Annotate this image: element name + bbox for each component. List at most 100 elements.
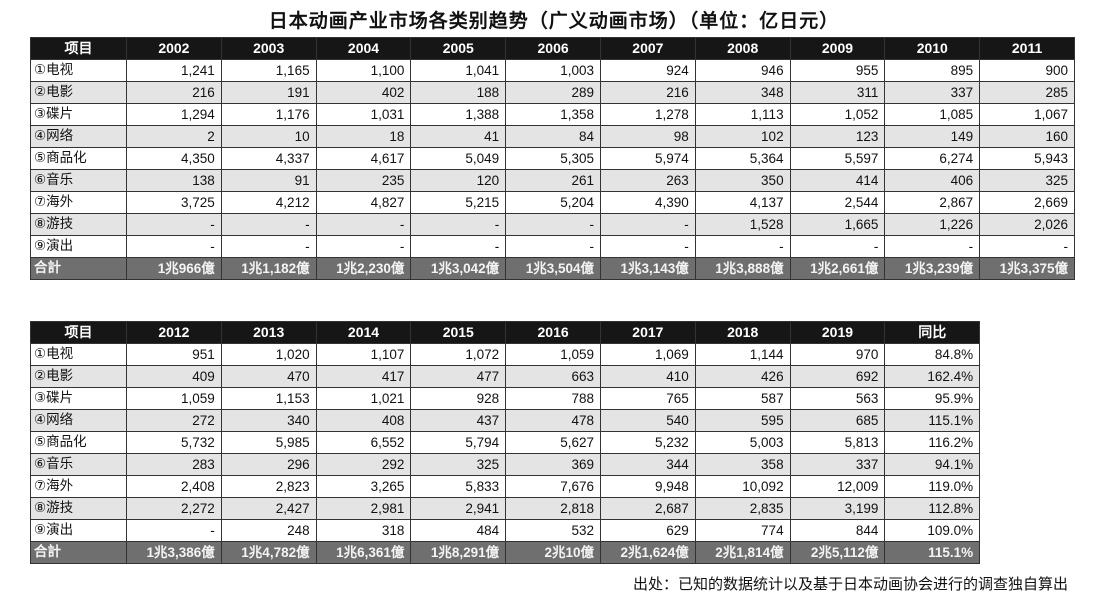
value-cell: 540 [599, 409, 696, 432]
total-cell: 1兆3,504億 [505, 257, 601, 280]
value-cell: 263 [599, 169, 696, 192]
value-cell: 261 [505, 169, 601, 192]
value-cell: 895 [884, 59, 981, 82]
row-label: ⑦海外 [30, 191, 127, 214]
value-cell: 1,021 [315, 387, 412, 410]
column-header: 2011 [979, 37, 1075, 60]
table-row: ①电视 1,241 1,165 1,100 1,041 1,003 924 946 955 895… [30, 59, 1075, 82]
value-cell: 289 [505, 81, 601, 104]
value-cell: 3,199 [789, 497, 886, 520]
table-row: ③碟片 1,294 1,176 1,031 1,388 1,358 1,278 1,113 1,… [30, 103, 1075, 126]
value-cell: 1,052 [789, 103, 886, 126]
table-row: ①电视 951 1,020 1,107 1,072 1,059 1,069 1,144 970 8… [30, 343, 981, 366]
value-cell: 5,813 [789, 431, 886, 454]
value-cell: 1,176 [220, 103, 317, 126]
value-cell: 470 [220, 365, 317, 388]
table-row: ④网络 2 10 18 41 84 98 102 123 149 160 [30, 125, 1075, 148]
value-cell: 2 [126, 125, 222, 148]
value-cell: 337 [789, 453, 886, 476]
value-cell: - [789, 235, 886, 258]
value-cell: - [220, 213, 317, 236]
value-cell: - [505, 213, 601, 236]
column-header: 2017 [599, 321, 696, 344]
value-cell: 162.4% [884, 365, 981, 388]
value-cell: - [884, 235, 981, 258]
value-cell: 2,835 [694, 497, 791, 520]
value-cell: 191 [220, 81, 317, 104]
column-header: 2003 [220, 37, 317, 60]
value-cell: 1,059 [505, 343, 601, 366]
value-cell: - [410, 213, 507, 236]
value-cell: 272 [126, 409, 222, 432]
value-cell: 1,153 [220, 387, 317, 410]
value-cell: 1,100 [315, 59, 412, 82]
value-cell: 1,165 [220, 59, 317, 82]
value-cell: 5,985 [220, 431, 317, 454]
value-cell: 235 [315, 169, 412, 192]
column-header: 2014 [315, 321, 412, 344]
total-cell: 1兆2,230億 [315, 257, 412, 280]
value-cell: 629 [599, 519, 696, 542]
total-cell: 1兆2,661億 [789, 257, 886, 280]
table-row: ⑧游技 2,272 2,427 2,981 2,941 2,818 2,687 2,835 3,… [30, 497, 981, 520]
value-cell: 283 [126, 453, 222, 476]
value-cell: 1,665 [789, 213, 886, 236]
value-cell: 1,072 [410, 343, 507, 366]
value-cell: 160 [979, 125, 1075, 148]
value-cell: 5,794 [410, 431, 507, 454]
value-cell: 5,943 [979, 147, 1075, 170]
total-cell: 1兆1,182億 [220, 257, 317, 280]
value-cell: 2,544 [789, 191, 886, 214]
column-header: 2015 [410, 321, 507, 344]
value-cell: 4,137 [694, 191, 791, 214]
value-cell: 116.2% [884, 431, 981, 454]
value-cell: 325 [979, 169, 1075, 192]
column-header: 2012 [126, 321, 222, 344]
value-cell: 94.1% [884, 453, 981, 476]
row-label: ④网络 [30, 409, 127, 432]
row-label: ⑥音乐 [30, 169, 127, 192]
value-cell: - [505, 235, 601, 258]
value-cell: 2,867 [884, 191, 981, 214]
value-cell: 296 [220, 453, 317, 476]
value-cell: 5,204 [505, 191, 601, 214]
value-cell: 41 [410, 125, 507, 148]
value-cell: 1,358 [505, 103, 601, 126]
value-cell: 595 [694, 409, 791, 432]
value-cell: 402 [315, 81, 412, 104]
value-cell: 1,003 [505, 59, 601, 82]
column-header: 2008 [694, 37, 791, 60]
value-cell: 663 [505, 365, 601, 388]
value-cell: 10,092 [694, 475, 791, 498]
total-cell: 115.1% [884, 541, 981, 564]
column-header: 2013 [220, 321, 317, 344]
value-cell: 1,085 [884, 103, 981, 126]
value-cell: 1,388 [410, 103, 507, 126]
value-cell: 138 [126, 169, 222, 192]
value-cell: 4,337 [220, 147, 317, 170]
value-cell: 2,669 [979, 191, 1075, 214]
value-cell: 414 [789, 169, 886, 192]
row-label: ⑨演出 [30, 235, 127, 258]
value-cell: 2,823 [220, 475, 317, 498]
value-cell: 102 [694, 125, 791, 148]
table-row: ③碟片 1,059 1,153 1,021 928 788 765 587 563 95.9% [30, 387, 981, 410]
total-cell: 1兆3,239億 [884, 257, 981, 280]
table-row: ②电影 409 470 417 477 663 410 426 692 162.4% [30, 365, 981, 388]
table-row: ⑤商品化 5,732 5,985 6,552 5,794 5,627 5,232 5,003 5… [30, 431, 981, 454]
row-label: ⑥音乐 [30, 453, 127, 476]
row-label: ⑤商品化 [30, 147, 127, 170]
value-cell: 123 [789, 125, 886, 148]
value-cell: 5,627 [505, 431, 601, 454]
value-cell: 285 [979, 81, 1075, 104]
value-cell: 5,049 [410, 147, 507, 170]
value-cell: 532 [505, 519, 601, 542]
value-cell: - [599, 213, 696, 236]
value-cell: 337 [884, 81, 981, 104]
value-cell: 4,212 [220, 191, 317, 214]
header-row: 项目 2012 2013 2014 2015 2016 2017 2018 2019 同比 [30, 321, 981, 344]
row-label: ③碟片 [30, 103, 127, 126]
value-cell: 84.8% [884, 343, 981, 366]
value-cell: 4,827 [315, 191, 412, 214]
value-cell: 10 [220, 125, 317, 148]
